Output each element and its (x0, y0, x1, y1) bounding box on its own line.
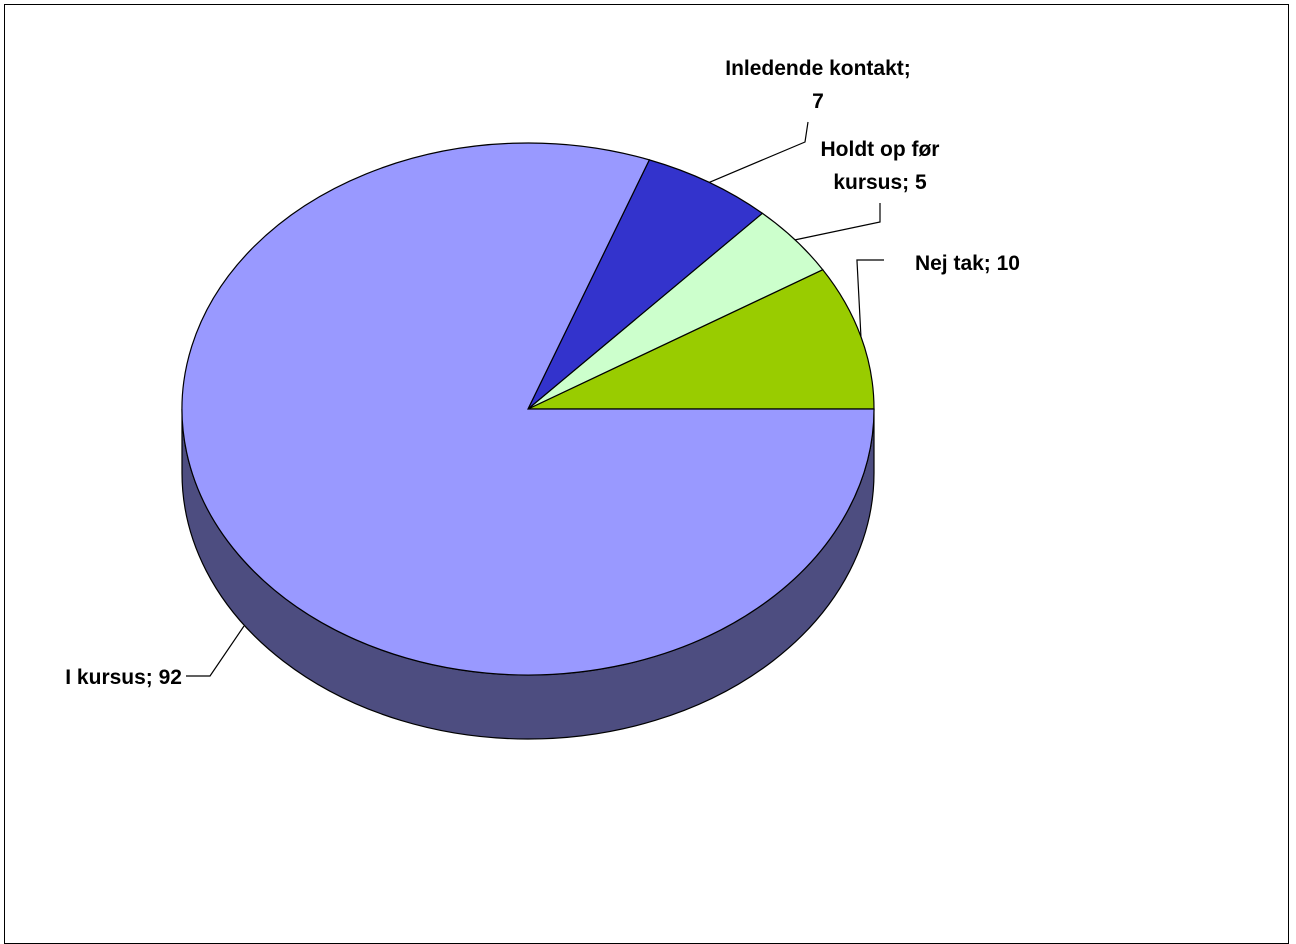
label-holdt-op-line2: kursus; 5 (833, 171, 927, 194)
label-holdt-op-line1: Holdt op før (821, 138, 940, 161)
label-nej-tak: Nej tak; 10 (915, 252, 1020, 275)
leader-lines (186, 121, 884, 677)
leader-i-kursus (186, 625, 245, 677)
pie-slice-nej-tak (527, 268, 875, 410)
leader-nej-tak (856, 259, 884, 337)
label-inledende-line2: 7 (812, 90, 824, 113)
label-i-kursus: I kursus; 92 (65, 666, 182, 689)
label-inledende-line1: Inledende kontakt; (725, 57, 911, 80)
leader-inledende (708, 121, 809, 183)
pie-slice-inledende-kontakt (527, 159, 764, 410)
pie-slice-i-kursus (181, 142, 875, 676)
pie-slices (181, 142, 875, 676)
leader-holdt-op (794, 203, 881, 241)
